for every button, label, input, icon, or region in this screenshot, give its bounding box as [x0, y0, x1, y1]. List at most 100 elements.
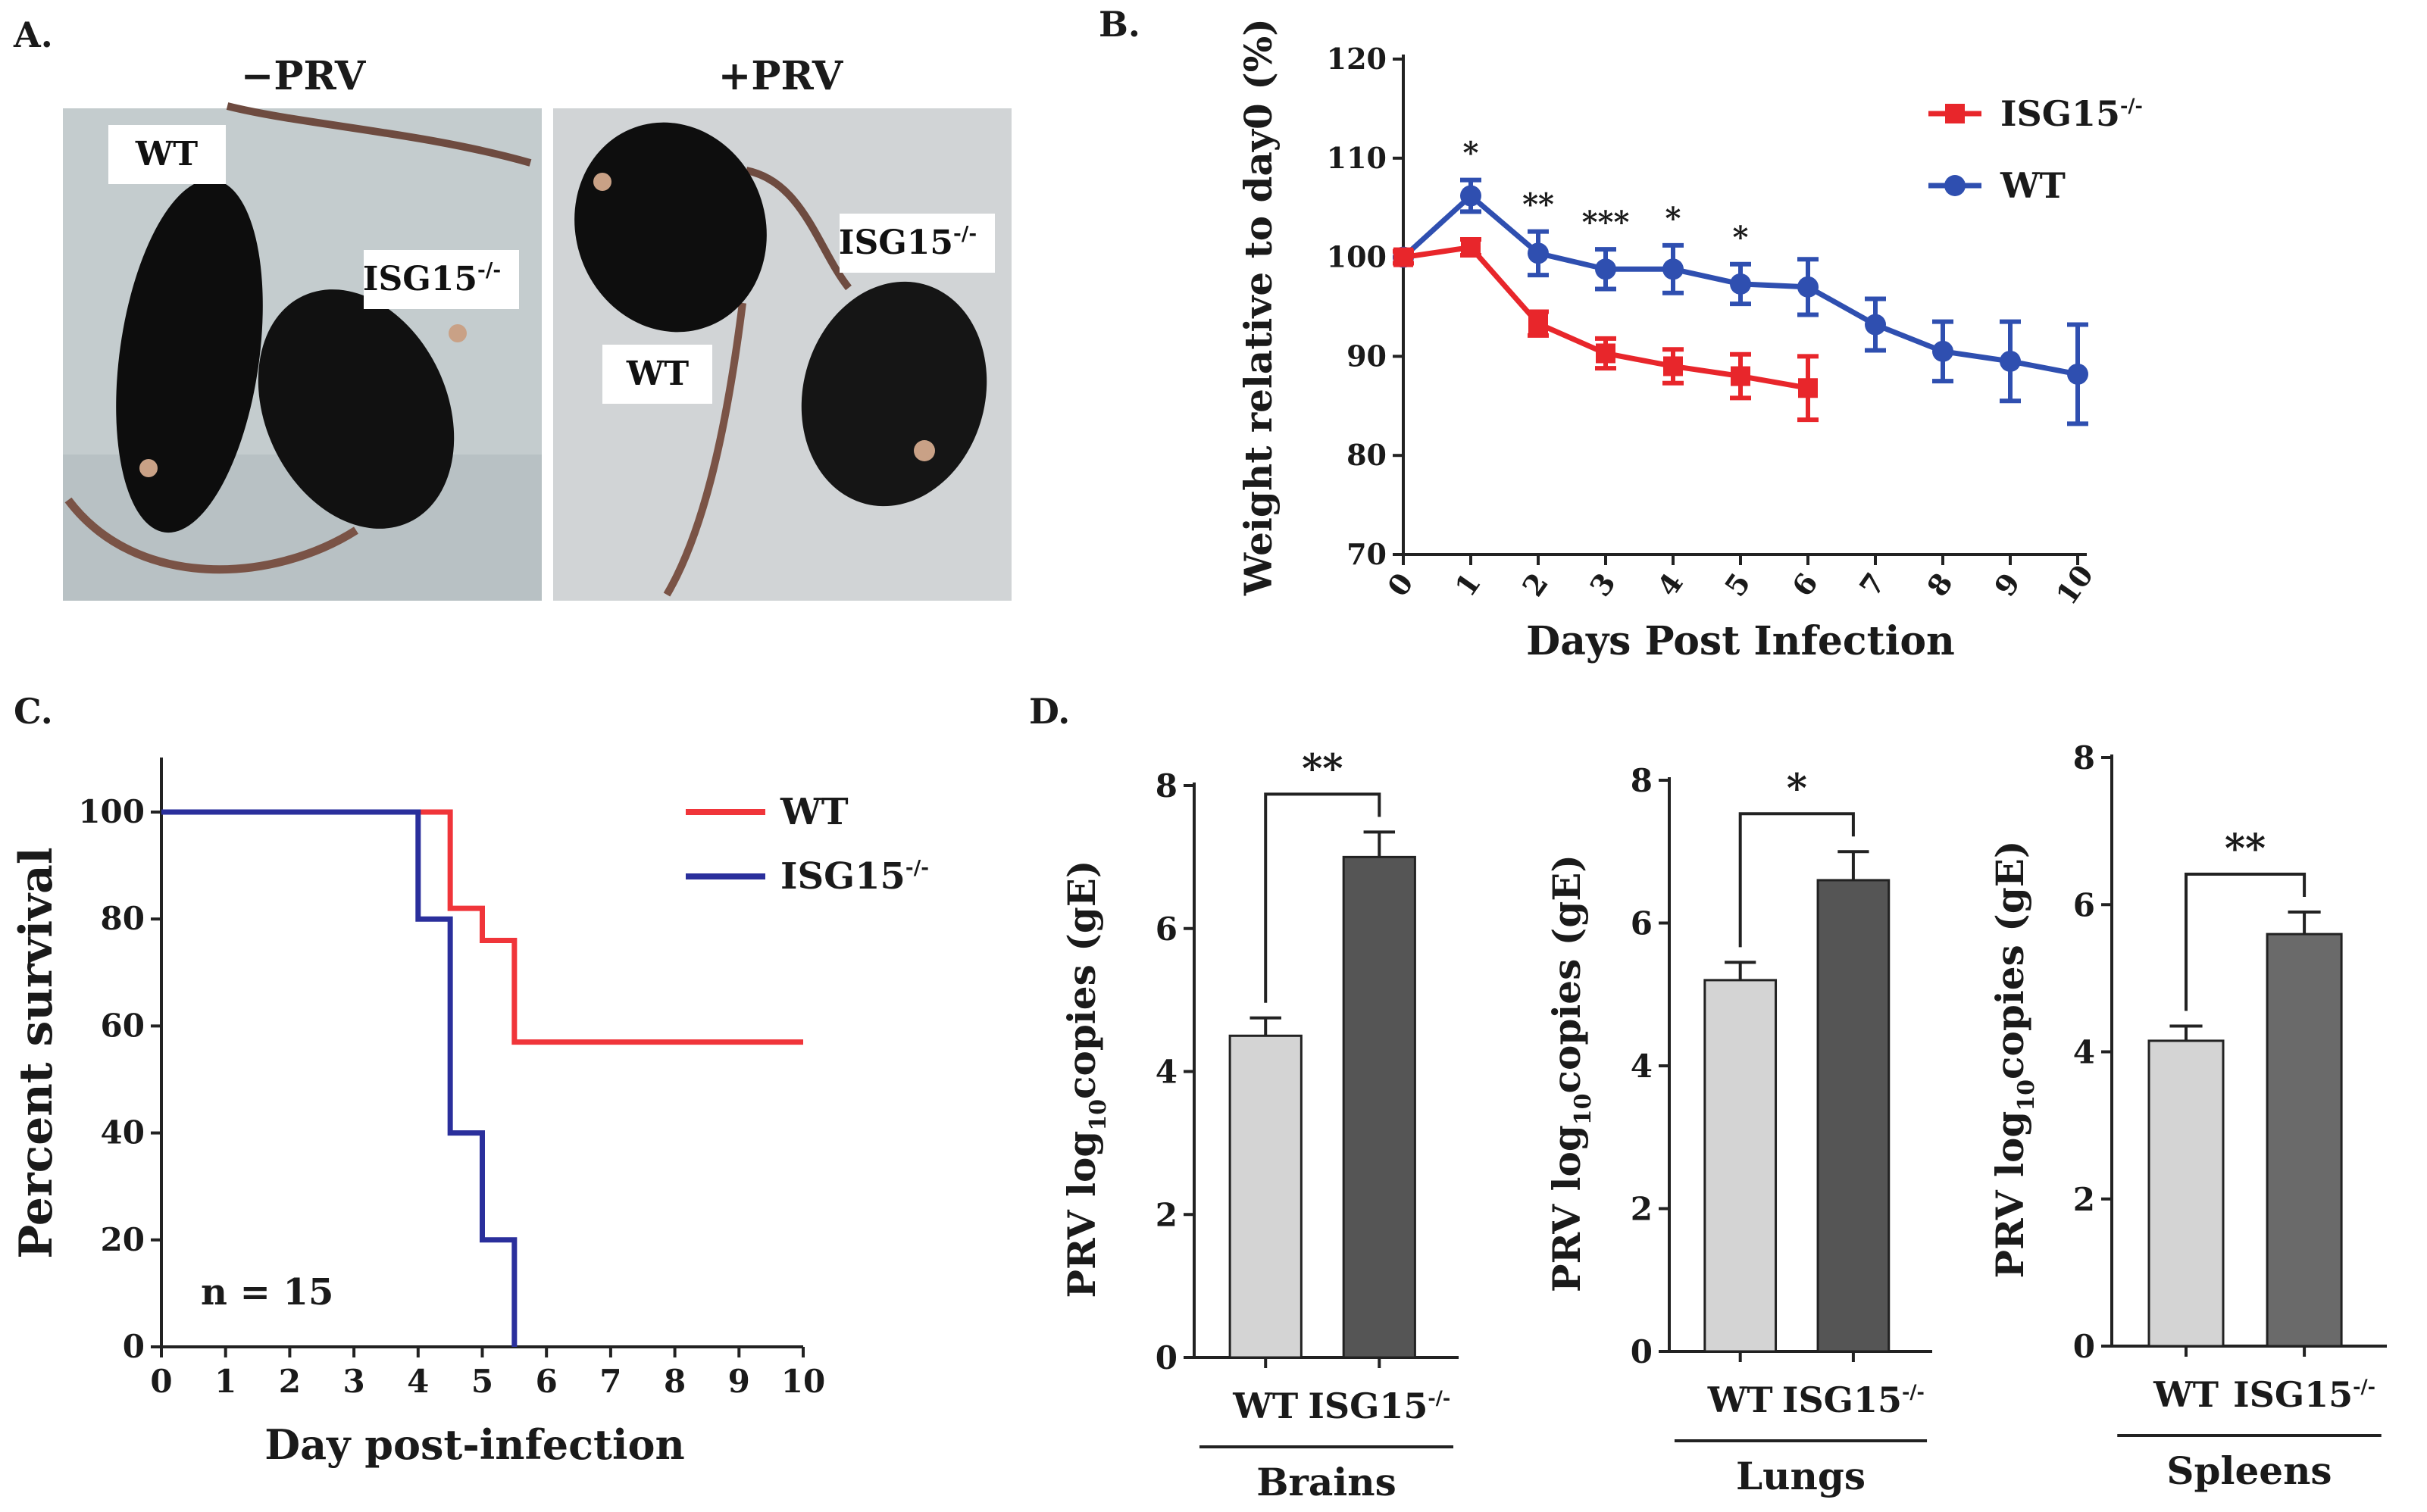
y-tick-label: 40	[101, 1114, 145, 1151]
survival-chart: 0 20 40 60 80 100 0 1 2 3 4 5 6 7 8 9 10 Day post-infecti…	[10, 758, 929, 1469]
category-label: ISG15-/-	[1782, 1379, 1925, 1420]
y-tick-label: 120	[1327, 42, 1387, 76]
y-tick-label: 6	[1631, 905, 1653, 942]
significance-mark: *	[1665, 201, 1681, 236]
x-tick-label: 1	[214, 1363, 236, 1400]
x-axis-title: Days Post Infection	[1526, 618, 1955, 664]
x-tick-label: 6	[536, 1363, 558, 1400]
x-tick-label: 5	[471, 1363, 493, 1400]
x-axis-title: Day post-infection	[264, 1420, 685, 1469]
y-tick-label: 70	[1346, 537, 1387, 571]
y-tick-label: 8	[1631, 762, 1653, 799]
x-tick-label: 10	[2049, 558, 2100, 611]
data-point	[2067, 363, 2088, 385]
mouse-isg15	[258, 289, 455, 529]
brains-bar-chart: 0 2 4 6 8 PRV log10copies (gE) WT ISG15-/- ** Bra…	[1059, 745, 1459, 1504]
mouse-wt	[574, 122, 767, 333]
x-tick-label: 7	[599, 1363, 621, 1400]
data-point	[1596, 343, 1615, 364]
x-tick-label: 8	[664, 1363, 686, 1400]
data-point	[1731, 366, 1750, 386]
y-tick-label: 6	[1156, 911, 1178, 948]
x-tick-label: 9	[1988, 567, 2027, 602]
group-label: Spleens	[2166, 1448, 2332, 1493]
x-tick-label: 0	[150, 1363, 172, 1400]
y-tick-label: 0	[1631, 1333, 1653, 1370]
significance-mark: **	[1522, 187, 1554, 223]
x-tick-label: 4	[1650, 567, 1690, 602]
y-tick-label: 4	[1631, 1048, 1653, 1085]
lungs-bar-chart: 0 2 4 6 8 PRV log10copies (gE) WT ISG15-/- * Lung…	[1544, 762, 1932, 1498]
y-tick-label: 0	[1156, 1339, 1178, 1376]
category-label: WT	[1707, 1379, 1773, 1420]
significance-mark: *	[1733, 220, 1749, 255]
data-point	[1528, 242, 1549, 264]
significance-mark: ***	[1582, 205, 1630, 240]
y-tick-label: 0	[123, 1328, 145, 1365]
significance-mark: **	[2225, 826, 2266, 872]
photo-label-isg15: ISG15-/-	[363, 259, 501, 298]
mouse-tail	[64, 497, 358, 574]
y-tick-label: 60	[101, 1007, 145, 1044]
x-tick-label: 3	[342, 1363, 364, 1400]
significance-bracket	[1738, 812, 1855, 948]
x-tick-label: 2	[279, 1363, 301, 1400]
significance-mark: *	[1463, 136, 1479, 171]
x-tick-label: 6	[1785, 567, 1825, 602]
data-point	[1730, 273, 1751, 295]
x-tick-label: 2	[1515, 567, 1555, 602]
x-tick-label: 0	[1381, 567, 1420, 602]
panel-b-letter: B.	[1099, 4, 1140, 45]
data-point	[1528, 314, 1548, 334]
x-tick-label: 3	[1583, 567, 1622, 602]
survival-curve	[161, 809, 803, 1045]
weight-chart: 70 80 90 100 110 120 0 1 2 3 4 5 6 7 8 9 10 Days Post Inf…	[1236, 18, 2143, 664]
legend-marker	[1945, 104, 1965, 123]
y-tick-label: 90	[1346, 339, 1387, 373]
y-tick-label: 2	[1631, 1191, 1653, 1228]
y-tick-label: 8	[2073, 739, 2095, 776]
x-tick-label: 5	[1718, 567, 1757, 602]
legend-label: ISG15-/-	[2000, 93, 2143, 134]
y-tick-label: 100	[1327, 240, 1387, 274]
legend-label: ISG15-/-	[780, 855, 929, 898]
category-label: ISG15-/-	[1308, 1385, 1450, 1426]
y-tick-label: 100	[78, 793, 145, 830]
bar	[1816, 879, 1891, 1353]
minus-prv-header: −PRV	[241, 53, 367, 99]
photo-minus-prv: WT ISG15-/-	[63, 102, 542, 601]
y-tick-label: 20	[101, 1221, 145, 1258]
photo-plus-prv: WT ISG15-/-	[553, 108, 1012, 601]
category-label: ISG15-/-	[2233, 1374, 2375, 1415]
data-point	[1662, 258, 1684, 280]
data-point	[1393, 247, 1413, 267]
legend-label: WT	[2000, 165, 2066, 206]
y-tick-label: 4	[2073, 1034, 2095, 1071]
plus-prv-header: +PRV	[718, 53, 844, 99]
bar	[1703, 979, 1778, 1353]
mouse-tail	[663, 302, 746, 597]
group-label: Lungs	[1736, 1454, 1866, 1498]
panel-c-letter: C.	[14, 691, 53, 732]
spleens-bar-chart: 0 2 4 6 8 PRV log10copies (gE) WT ISG15-/- ** Spl…	[1988, 739, 2387, 1493]
photo-label-wt: WT	[626, 355, 689, 393]
y-tick-label: 6	[2073, 886, 2095, 923]
y-tick-label: 2	[2073, 1181, 2095, 1218]
mouse-tail	[226, 102, 532, 167]
y-tick-label: 0	[2073, 1328, 2095, 1365]
data-point	[1797, 276, 1819, 298]
legend-marker	[1944, 175, 1966, 196]
mouse-wt	[116, 179, 263, 533]
data-point	[1460, 185, 1481, 207]
y-axis-title: PRV log10copies (gE)	[1059, 860, 1112, 1298]
mouse-isg15	[801, 281, 987, 507]
x-tick-label: 9	[728, 1363, 750, 1400]
y-axis-title: Percent survival	[10, 847, 63, 1258]
bar	[1342, 855, 1416, 1359]
significance-mark: *	[1787, 765, 1807, 811]
data-point	[1932, 340, 1953, 362]
panel-a: A. −PRV +PRV WT ISG15-/-	[13, 14, 1012, 601]
data-point	[2000, 350, 2021, 372]
data-point	[1461, 237, 1481, 258]
